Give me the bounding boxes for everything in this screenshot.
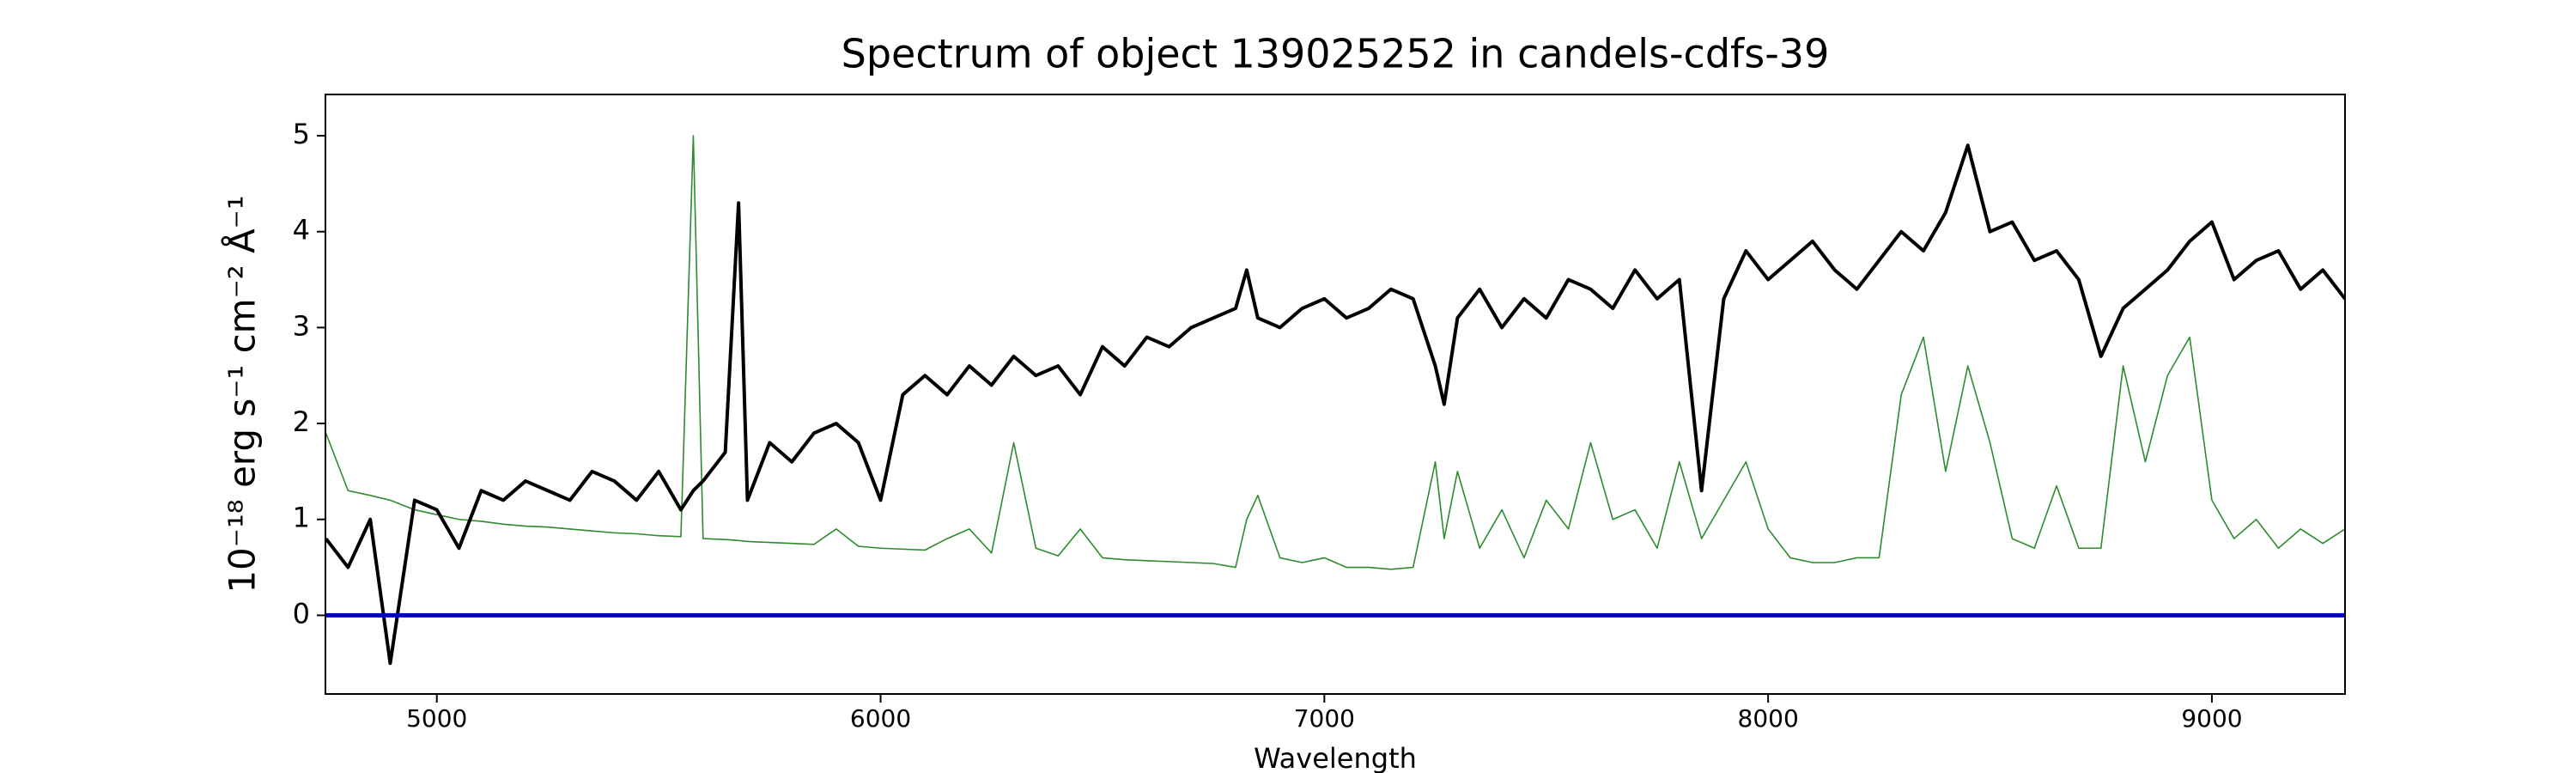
- y-tick-label: 4: [293, 214, 310, 247]
- x-tick-label: 7000: [1294, 704, 1355, 733]
- spectrum-line: [326, 145, 2345, 663]
- plot-frame: [325, 94, 2345, 694]
- y-axis-label: 10⁻¹⁸ erg s⁻¹ cm⁻² Å⁻¹: [221, 195, 264, 593]
- y-tick-label: 5: [293, 118, 310, 150]
- x-tick-label: 8000: [1738, 704, 1799, 733]
- x-axis-label: Wavelength: [1254, 742, 1417, 773]
- y-tick-label: 2: [293, 405, 310, 438]
- y-tick-label: 0: [293, 597, 310, 630]
- spectrum-line: [326, 136, 2345, 569]
- x-tick-label: 6000: [850, 704, 911, 733]
- x-tick-label: 9000: [2181, 704, 2242, 733]
- chart-title: Spectrum of object 139025252 in candels-…: [841, 31, 1830, 77]
- y-tick-label: 3: [293, 309, 310, 342]
- chart: Spectrum of object 139025252 in candels-…: [0, 0, 2576, 773]
- x-tick-label: 5000: [406, 704, 467, 733]
- y-tick-label: 1: [293, 502, 310, 534]
